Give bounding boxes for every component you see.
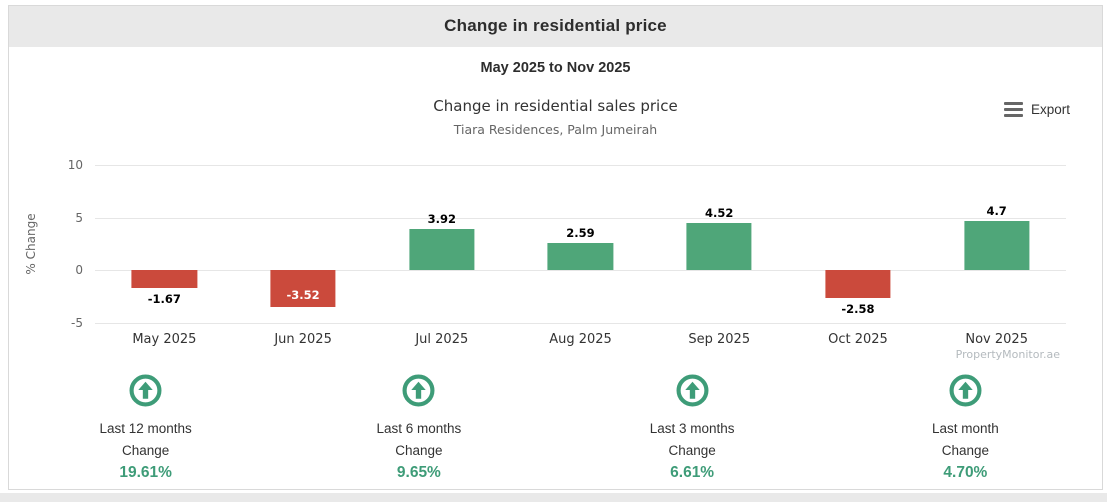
bar-oct-2025[interactable] — [825, 270, 891, 298]
stat-change-label: Change — [668, 443, 716, 458]
bar-value-label: 4.7 — [986, 203, 1007, 218]
stat-card: Last 12 months Change 19.61% — [9, 374, 282, 482]
bar-value-label: -1.67 — [147, 291, 181, 306]
report-header: Change in residential price — [9, 6, 1102, 47]
up-arrow-circle-icon — [402, 374, 435, 407]
bar-aug-2025[interactable] — [547, 243, 614, 271]
x-axis-labels: May 2025 Jun 2025 Jul 2025 Aug 2025 Sep 2025… — [95, 332, 1066, 347]
stat-change-value: 19.61% — [119, 464, 172, 481]
gridline — [95, 165, 1066, 166]
stat-card: Last month Change 4.70% — [829, 374, 1102, 482]
stat-period-label: Last month — [931, 421, 999, 436]
stat-change-label: Change — [941, 443, 990, 458]
report-card: Change in residential price May 2025 to … — [8, 5, 1103, 490]
chart-subtitle: Tiara Residences, Palm Jumeirah — [453, 122, 658, 137]
up-arrow-circle-icon — [129, 374, 162, 407]
up-arrow-circle-icon — [949, 374, 982, 407]
bar-value-label: 4.52 — [705, 205, 734, 220]
bar-nov-2025[interactable] — [964, 220, 1030, 271]
export-button[interactable]: Export — [1000, 98, 1074, 121]
stat-change-value: 6.61% — [670, 464, 715, 481]
x-axis-label: Jun 2025 — [274, 332, 332, 347]
bar-value-label: 3.92 — [427, 212, 456, 227]
y-axis-tick-label: 0 — [75, 263, 83, 278]
export-label: Export — [1030, 102, 1070, 117]
stat-period-label: Last 6 months — [376, 421, 462, 436]
gridline — [95, 217, 1066, 219]
y-axis-tick-label: -5 — [71, 316, 83, 330]
x-axis-label: Jul 2025 — [415, 332, 469, 347]
plot-wrap: % Change 10 5 0 -5 -1.67 -3.52 3.92 2.59 4.52 -2.… — [24, 158, 1066, 330]
bar-value-label: 2.59 — [566, 226, 595, 241]
x-axis-label: Oct 2025 — [828, 332, 888, 347]
watermark: PropertyMonitor.ae — [955, 348, 1060, 361]
hamburger-menu-icon — [1003, 102, 1023, 117]
stat-change-value: 9.65% — [396, 464, 441, 481]
stat-card: Last 3 months Change 6.61% — [556, 374, 829, 482]
bar-value-label: -3.52 — [286, 288, 320, 303]
up-arrow-circle-icon — [676, 374, 709, 407]
bar-value-label: -2.58 — [841, 301, 875, 316]
bar-jul-2025[interactable] — [409, 229, 475, 271]
x-axis-label: May 2025 — [132, 332, 197, 347]
y-axis-title: % Change — [24, 213, 38, 275]
y-axis-tick-label: 10 — [67, 158, 83, 172]
plot-area: 10 5 0 -5 -1.67 -3.52 3.92 2.59 4.52 -2.58 4.7 — [68, 158, 1066, 330]
x-axis-label: Aug 2025 — [549, 332, 612, 347]
x-axis-label: Sep 2025 — [688, 332, 751, 347]
stat-change-value: 4.70% — [943, 464, 988, 481]
bar-jun-2025[interactable] — [270, 270, 336, 308]
bar-column: 4.7 — [927, 165, 1066, 323]
stat-period-label: Last 3 months — [649, 421, 735, 436]
stat-change-label: Change — [395, 443, 443, 458]
stats-row: Last 12 months Change 19.61% Last 6 months C… — [9, 374, 1102, 498]
bar-column: -1.67 — [95, 165, 234, 323]
chart-title: Change in residential sales price — [433, 97, 678, 115]
bottom-strip — [0, 493, 1107, 502]
bar-column: 3.92 — [372, 165, 511, 323]
bar-sep-2025[interactable] — [686, 222, 752, 271]
bar-column: 4.52 — [650, 165, 789, 323]
y-axis-tick-label: 5 — [75, 210, 83, 225]
chart-section: Export Change in residential sales price… — [9, 82, 1102, 361]
stat-period-label: Last 12 months — [99, 421, 192, 436]
stat-card: Last 6 months Change 9.65% — [282, 374, 555, 482]
bar-column: -3.52 — [234, 165, 373, 323]
gridline — [95, 270, 1066, 272]
bar-column: -2.58 — [789, 165, 928, 323]
report-title: Change in residential price — [444, 16, 667, 35]
stat-change-label: Change — [121, 443, 170, 458]
x-axis-label: Nov 2025 — [965, 332, 1028, 347]
date-range-label: May 2025 to Nov 2025 — [480, 60, 631, 76]
bar-may-2025[interactable] — [131, 270, 197, 288]
bar-column: 2.59 — [511, 165, 650, 323]
gridline — [95, 323, 1066, 324]
